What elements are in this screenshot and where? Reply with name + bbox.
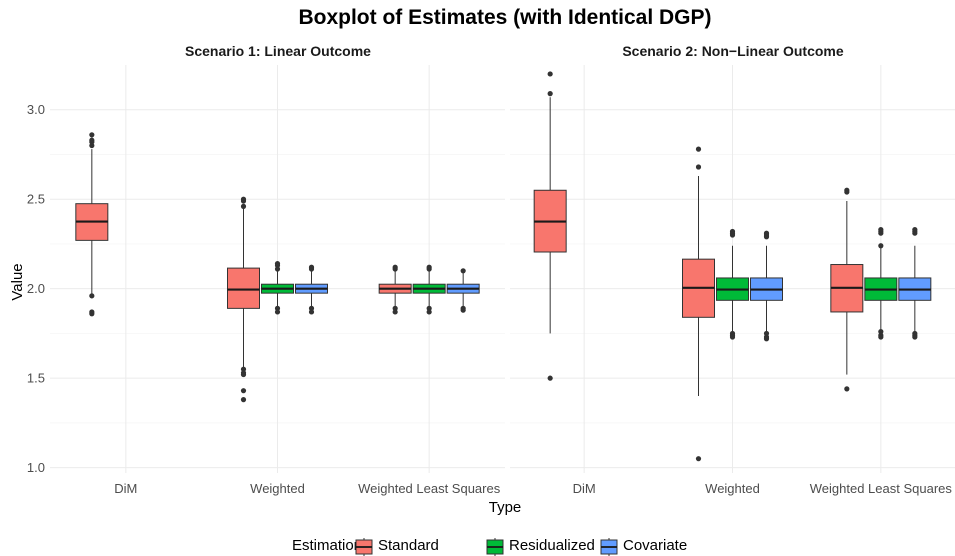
- outlier-point: [729, 334, 736, 340]
- outlier-point: [308, 309, 315, 315]
- box-weighted-least-squares-standard: [378, 264, 412, 315]
- outlier-point: [89, 132, 95, 138]
- y-tick-label: 3.0: [27, 102, 45, 117]
- outlier-point: [392, 305, 398, 311]
- box-weighted-least-squares-covariate: [446, 268, 480, 313]
- box-weighted-least-squares-residualized: [864, 227, 898, 340]
- outlier-point: [844, 187, 850, 193]
- box-weighted-least-squares-residualized: [412, 264, 446, 315]
- facet-title-1: Scenario 1: Linear Outcome: [185, 43, 371, 59]
- outlier-point: [426, 305, 432, 311]
- box-weighted-covariate: [295, 264, 328, 315]
- outlier-point: [392, 309, 398, 315]
- outlier-point: [426, 264, 432, 270]
- outlier-point: [695, 146, 702, 152]
- outlier-point: [547, 375, 553, 381]
- outlier-point: [240, 397, 247, 403]
- outlier-point: [426, 309, 432, 315]
- box-weighted-standard: [682, 146, 715, 462]
- facet-1-grid: [50, 65, 505, 473]
- legend-key-standard: [355, 538, 373, 556]
- legend-label-residualized: Residualized: [509, 537, 595, 554]
- facet-1-boxes: [75, 132, 480, 403]
- outlier-point: [763, 230, 770, 236]
- outlier-point: [460, 268, 466, 274]
- outlier-point: [308, 264, 315, 270]
- outlier-point: [240, 388, 247, 394]
- legend-key-covariate: [600, 538, 618, 556]
- outlier-point: [240, 196, 247, 202]
- outlier-point: [392, 264, 398, 270]
- outlier-point: [912, 227, 918, 233]
- outlier-point: [89, 311, 95, 317]
- outlier-point: [547, 91, 553, 97]
- outlier-point: [460, 307, 466, 313]
- outlier-point: [729, 228, 736, 235]
- facet-scenario-2: Scenario 2: Non−Linear Outcome DiM Weight…: [510, 43, 955, 496]
- outlier-point: [240, 371, 247, 378]
- outlier-point: [240, 203, 247, 209]
- box-weighted-standard: [227, 196, 260, 403]
- outlier-point: [763, 336, 770, 342]
- box-weighted-residualized: [261, 261, 294, 315]
- outlier-point: [308, 305, 315, 311]
- y-tick-label: 2.0: [27, 281, 45, 296]
- outlier-point: [878, 227, 884, 233]
- legend: Estimation Standard Residualized Covariate: [292, 537, 687, 556]
- x-tick-label: Weighted Least Squares: [358, 481, 501, 496]
- facet-2-boxes: [533, 71, 932, 462]
- outlier-point: [274, 305, 281, 311]
- facet-1-x-tick-labels: DiM Weighted Weighted Least Squares: [114, 481, 500, 496]
- outlier-point: [695, 456, 702, 462]
- y-tick-label: 1.5: [27, 371, 45, 386]
- x-tick-label: DiM: [114, 481, 137, 496]
- outlier-point: [547, 71, 553, 77]
- x-tick-label: DiM: [573, 481, 596, 496]
- outlier-point: [878, 329, 884, 335]
- outlier-point: [912, 334, 918, 340]
- legend-key-residualized: [486, 538, 504, 556]
- box-dim-standard: [533, 71, 567, 381]
- outlier-point: [695, 164, 702, 170]
- x-axis-title: Type: [489, 499, 522, 516]
- box-weighted-least-squares-covariate: [898, 227, 932, 340]
- outlier-point: [878, 243, 884, 249]
- y-tick-labels: 1.0 1.5 2.0 2.5 3.0: [27, 102, 45, 475]
- iqr-box: [227, 267, 260, 309]
- box-weighted-least-squares-standard: [830, 187, 864, 392]
- legend-label-standard: Standard: [378, 537, 439, 554]
- facet-scenario-1: Scenario 1: Linear Outcome DiM Weighted We…: [50, 43, 505, 496]
- chart-title: Boxplot of Estimates (with Identical DGP…: [298, 6, 711, 29]
- box-weighted-residualized: [716, 228, 749, 340]
- outlier-point: [844, 386, 850, 392]
- facet-2-x-tick-labels: DiM Weighted Weighted Least Squares: [573, 481, 953, 496]
- outlier-point: [763, 330, 770, 337]
- x-tick-label: Weighted: [705, 481, 760, 496]
- legend-label-covariate: Covariate: [623, 537, 687, 554]
- outlier-point: [240, 366, 247, 372]
- facet-title-2: Scenario 2: Non−Linear Outcome: [622, 43, 844, 59]
- legend-title: Estimation: [292, 537, 362, 554]
- outlier-point: [274, 261, 281, 267]
- box-dim-standard: [75, 132, 109, 317]
- outlier-point: [89, 137, 95, 143]
- x-tick-label: Weighted: [250, 481, 305, 496]
- x-tick-label: Weighted Least Squares: [810, 481, 953, 496]
- outlier-point: [274, 309, 281, 315]
- box-weighted-covariate: [750, 230, 783, 342]
- y-tick-label: 2.5: [27, 192, 45, 207]
- outlier-point: [89, 142, 95, 149]
- outlier-point: [274, 266, 281, 272]
- y-axis-title: Value: [9, 263, 26, 300]
- outlier-point: [878, 334, 884, 340]
- y-tick-label: 1.0: [27, 460, 45, 475]
- outlier-point: [89, 293, 95, 299]
